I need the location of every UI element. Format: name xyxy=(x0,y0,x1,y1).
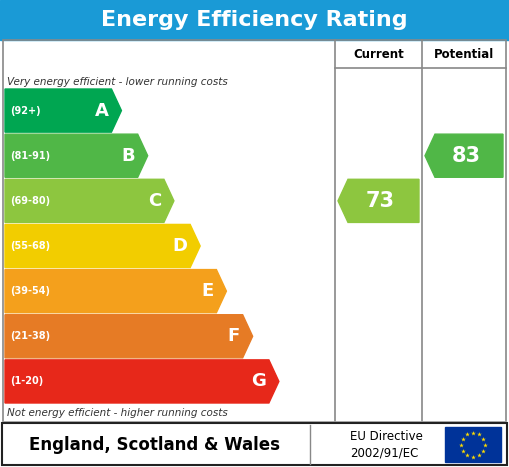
Bar xyxy=(3,40,506,422)
Polygon shape xyxy=(5,360,279,403)
Polygon shape xyxy=(5,134,148,177)
Text: A: A xyxy=(95,101,108,120)
Polygon shape xyxy=(5,315,252,358)
Text: (39-54): (39-54) xyxy=(10,286,50,296)
Text: Very energy efficient - lower running costs: Very energy efficient - lower running co… xyxy=(7,77,228,87)
Text: (92+): (92+) xyxy=(10,106,41,115)
Text: (81-91): (81-91) xyxy=(10,151,50,161)
Text: F: F xyxy=(228,327,240,345)
Text: Not energy efficient - higher running costs: Not energy efficient - higher running co… xyxy=(7,408,228,418)
Text: (69-80): (69-80) xyxy=(10,196,50,206)
Text: (55-68): (55-68) xyxy=(10,241,50,251)
Bar xyxy=(445,427,501,462)
Text: Current: Current xyxy=(353,48,404,61)
Text: G: G xyxy=(251,372,266,390)
Bar xyxy=(0,422,509,467)
Text: B: B xyxy=(121,147,135,165)
Polygon shape xyxy=(5,225,200,268)
Text: E: E xyxy=(201,282,213,300)
Polygon shape xyxy=(5,179,174,222)
Text: C: C xyxy=(148,192,161,210)
Polygon shape xyxy=(5,89,122,132)
Text: D: D xyxy=(172,237,187,255)
Text: (21-38): (21-38) xyxy=(10,331,50,341)
Text: England, Scotland & Wales: England, Scotland & Wales xyxy=(30,436,280,453)
Bar xyxy=(2,423,507,465)
Text: Energy Efficiency Rating: Energy Efficiency Rating xyxy=(101,10,408,30)
Polygon shape xyxy=(425,134,503,177)
Text: Potential: Potential xyxy=(434,48,494,61)
Text: 83: 83 xyxy=(451,146,480,166)
Bar xyxy=(0,0,509,40)
Text: 73: 73 xyxy=(366,191,395,211)
Text: EU Directive
2002/91/EC: EU Directive 2002/91/EC xyxy=(350,430,423,460)
Polygon shape xyxy=(5,269,227,313)
Text: (1-20): (1-20) xyxy=(10,376,43,386)
Polygon shape xyxy=(338,179,419,222)
